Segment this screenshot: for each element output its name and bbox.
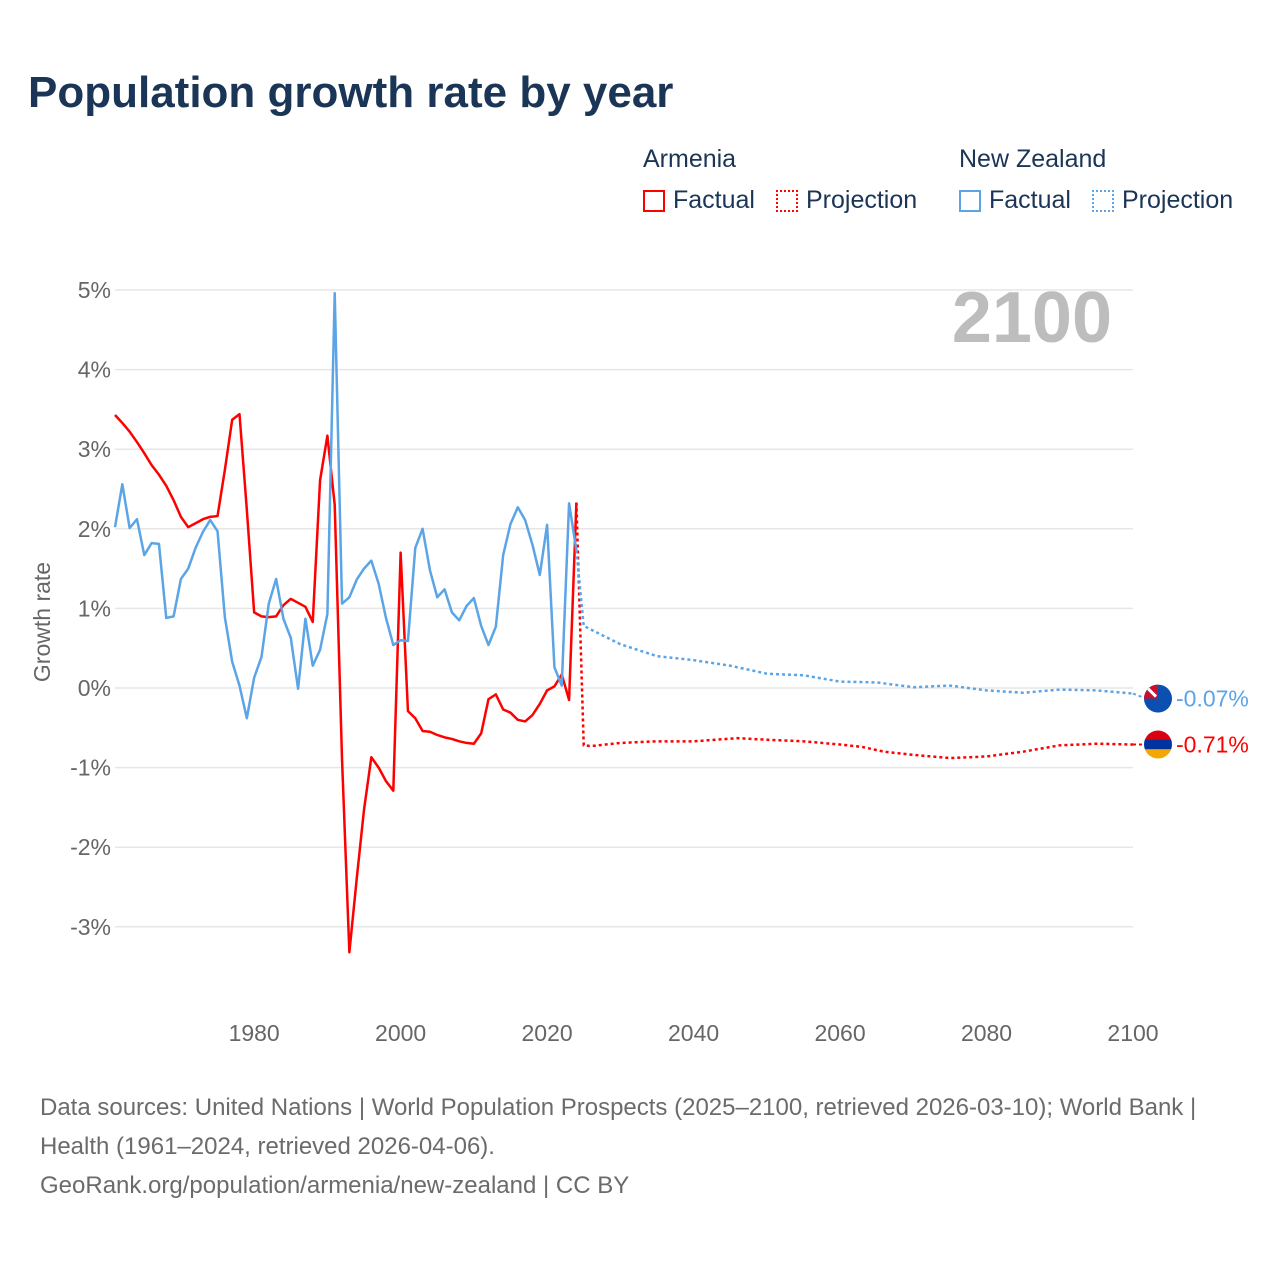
- flag-stripe: [1144, 730, 1172, 741]
- flag-stripe: [1144, 739, 1172, 750]
- end-value-label-new-zealand: -0.07%: [1176, 686, 1249, 712]
- line-new-zealand-projection: [575, 550, 1134, 695]
- chart-title: Population growth rate by year: [28, 68, 674, 117]
- legend-swatch-solid: [959, 189, 981, 212]
- legend-group-new-zealand: New Zealand: [959, 145, 1107, 173]
- line-new-zealand-factual: [113, 291, 578, 720]
- y-tick-label: 0%: [78, 675, 111, 701]
- y-tick-label: 4%: [78, 357, 111, 383]
- x-tick-label: 2040: [668, 1020, 719, 1046]
- y-tick-label: -2%: [70, 834, 111, 860]
- line-armenia-projection: [575, 502, 1134, 760]
- end-connector: [1132, 692, 1147, 700]
- legend-armenia-projection[interactable]: Projection: [776, 186, 917, 215]
- line-armenia-factual: [114, 412, 578, 954]
- x-tick-label: 1980: [229, 1020, 280, 1046]
- legend-armenia-factual[interactable]: Factual: [643, 186, 755, 215]
- y-tick-label: 3%: [78, 436, 111, 462]
- legend-swatch-dotted: [776, 189, 798, 212]
- legend-nz-factual[interactable]: Factual: [959, 186, 1071, 215]
- end-value-label-armenia: -0.71%: [1176, 732, 1249, 758]
- new-zealand-flag-icon: [1144, 684, 1172, 713]
- credit-link[interactable]: GeoRank.org/population/armenia/new-zeala…: [40, 1172, 630, 1199]
- legend-label: Projection: [1122, 186, 1234, 214]
- footer: Data sources: United Nations | World Pop…: [40, 1088, 1240, 1205]
- y-tick-label: 2%: [78, 516, 111, 542]
- x-tick-label: 2020: [522, 1020, 573, 1046]
- legend-label: Projection: [806, 186, 918, 214]
- legend-swatch-dotted: [1092, 189, 1114, 212]
- legend-label: Factual: [673, 186, 755, 214]
- y-axis-label: Growth rate: [29, 562, 55, 682]
- year-watermark: 2100: [952, 278, 1112, 358]
- data-sources: Data sources: United Nations | World Pop…: [40, 1094, 1197, 1160]
- legend-nz-projection[interactable]: Projection: [1092, 186, 1233, 215]
- armenia-flag-icon: [1144, 730, 1172, 759]
- legend-group-armenia: Armenia: [643, 145, 737, 173]
- y-tick-label: -3%: [70, 914, 111, 940]
- legend-label: Factual: [989, 186, 1071, 214]
- legend-swatch-solid: [643, 189, 665, 212]
- y-tick-label: -1%: [70, 755, 111, 781]
- x-tick-label: 2080: [961, 1020, 1012, 1046]
- flag-stripe: [1144, 749, 1172, 759]
- x-tick-label: 2060: [814, 1020, 865, 1046]
- x-tick-label: 2100: [1107, 1020, 1158, 1046]
- x-tick-label: 2000: [375, 1020, 426, 1046]
- y-tick-label: 1%: [78, 595, 111, 621]
- y-tick-label: 5%: [78, 277, 111, 303]
